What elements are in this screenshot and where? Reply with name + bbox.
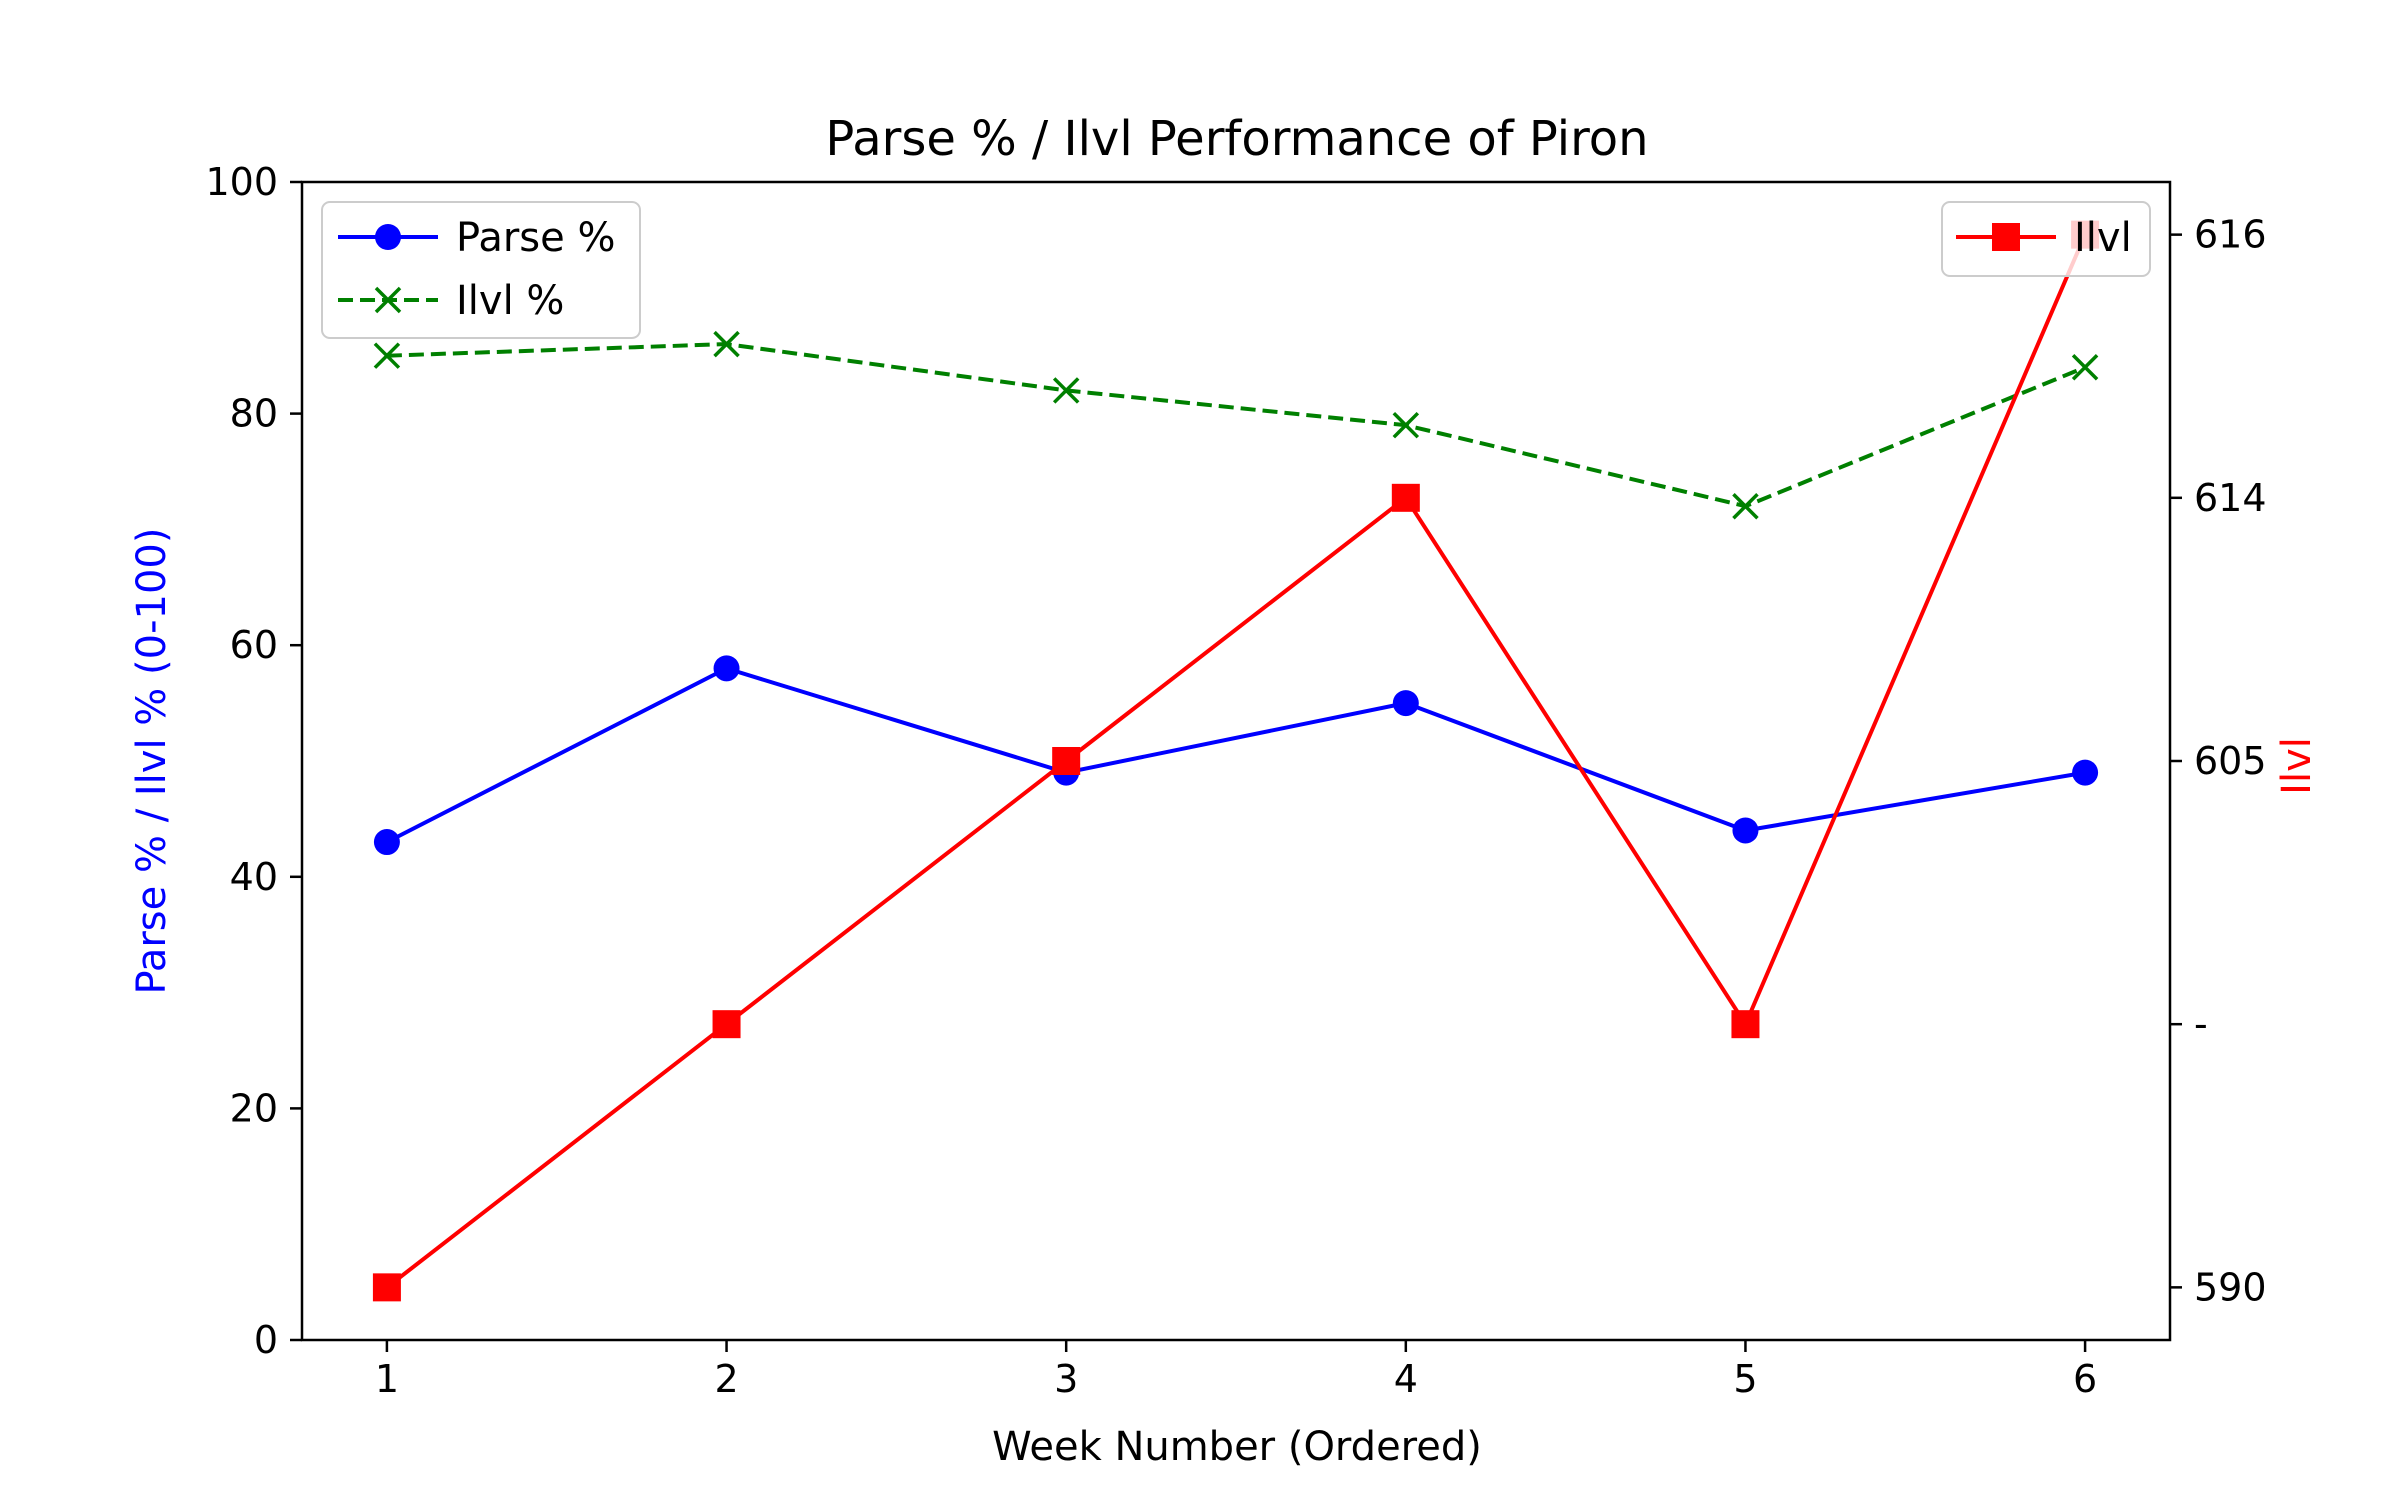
series-line-2 xyxy=(385,233,2087,1289)
data-point-x xyxy=(2071,354,2099,381)
x-tick-label: 1 xyxy=(375,1357,399,1401)
y-tick-label: 0 xyxy=(254,1318,278,1362)
data-point-x xyxy=(373,342,401,369)
series-line-0 xyxy=(385,666,2086,844)
series-line-1 xyxy=(386,342,2086,509)
data-point-square xyxy=(1731,1010,1760,1039)
plot-area xyxy=(372,220,2100,1302)
data-point-square xyxy=(372,1273,401,1302)
y2-tick-label: 605 xyxy=(2194,739,2267,783)
data-point-square xyxy=(1052,747,1081,775)
y-tick-label: 80 xyxy=(230,392,278,436)
y2-tick-label: 614 xyxy=(2194,476,2267,520)
y-axis-left-label: Parse % / Ilvl % (0-100) xyxy=(129,528,175,995)
data-point-x xyxy=(713,330,740,358)
x-tick-label: 2 xyxy=(714,1357,738,1401)
y2-tick-label: 590 xyxy=(2194,1265,2267,1309)
data-point-circle xyxy=(373,829,400,856)
y2-tick-label: - xyxy=(2194,1002,2208,1046)
legend-ilvlpct-label: Ilvl % xyxy=(456,278,564,324)
x-tick-label: 4 xyxy=(1394,1357,1418,1401)
y-axis-right: 590 - 605 614 616 xyxy=(2170,213,2267,1309)
legend-parse-label: Parse % xyxy=(456,215,615,261)
x-tick-label: 5 xyxy=(1733,1357,1757,1401)
data-point-circle xyxy=(1732,817,1759,844)
legend-left: Parse % Ilvl % xyxy=(321,201,641,339)
legend-parse-marker xyxy=(375,224,401,250)
data-point-square xyxy=(1391,483,1420,512)
data-point-circle xyxy=(713,655,740,682)
legend-ilvlpct-marker xyxy=(374,286,402,314)
x-axis-label: Week Number (Ordered) xyxy=(992,1424,1482,1470)
data-point-circle xyxy=(1392,690,1419,717)
y-axis-right-label: Ilvl xyxy=(2274,737,2320,795)
y-axis-left: 0 20 40 60 80 100 xyxy=(205,160,302,1362)
data-point-x xyxy=(1392,411,1420,439)
legend-right: Ilvl xyxy=(1941,201,2151,277)
x-tick-label: 3 xyxy=(1054,1357,1078,1401)
chart-title: Parse % / Ilvl Performance of Piron xyxy=(825,111,1648,167)
x-tick-label: 6 xyxy=(2073,1357,2097,1401)
data-point-square xyxy=(712,1010,741,1039)
y-tick-label: 100 xyxy=(205,160,278,204)
data-point-x xyxy=(1732,493,1759,520)
x-axis: 1 2 3 4 5 6 xyxy=(375,1340,2097,1401)
data-point-circle xyxy=(2072,759,2099,786)
y-tick-label: 40 xyxy=(230,855,278,899)
y-tick-label: 60 xyxy=(230,623,278,667)
legend-ilvl-marker xyxy=(1992,223,2020,251)
y-tick-label: 20 xyxy=(230,1086,278,1130)
data-point-x xyxy=(1052,377,1080,404)
y2-tick-label: 616 xyxy=(2194,213,2267,257)
legend-ilvl-label: Ilvl xyxy=(2074,215,2132,261)
